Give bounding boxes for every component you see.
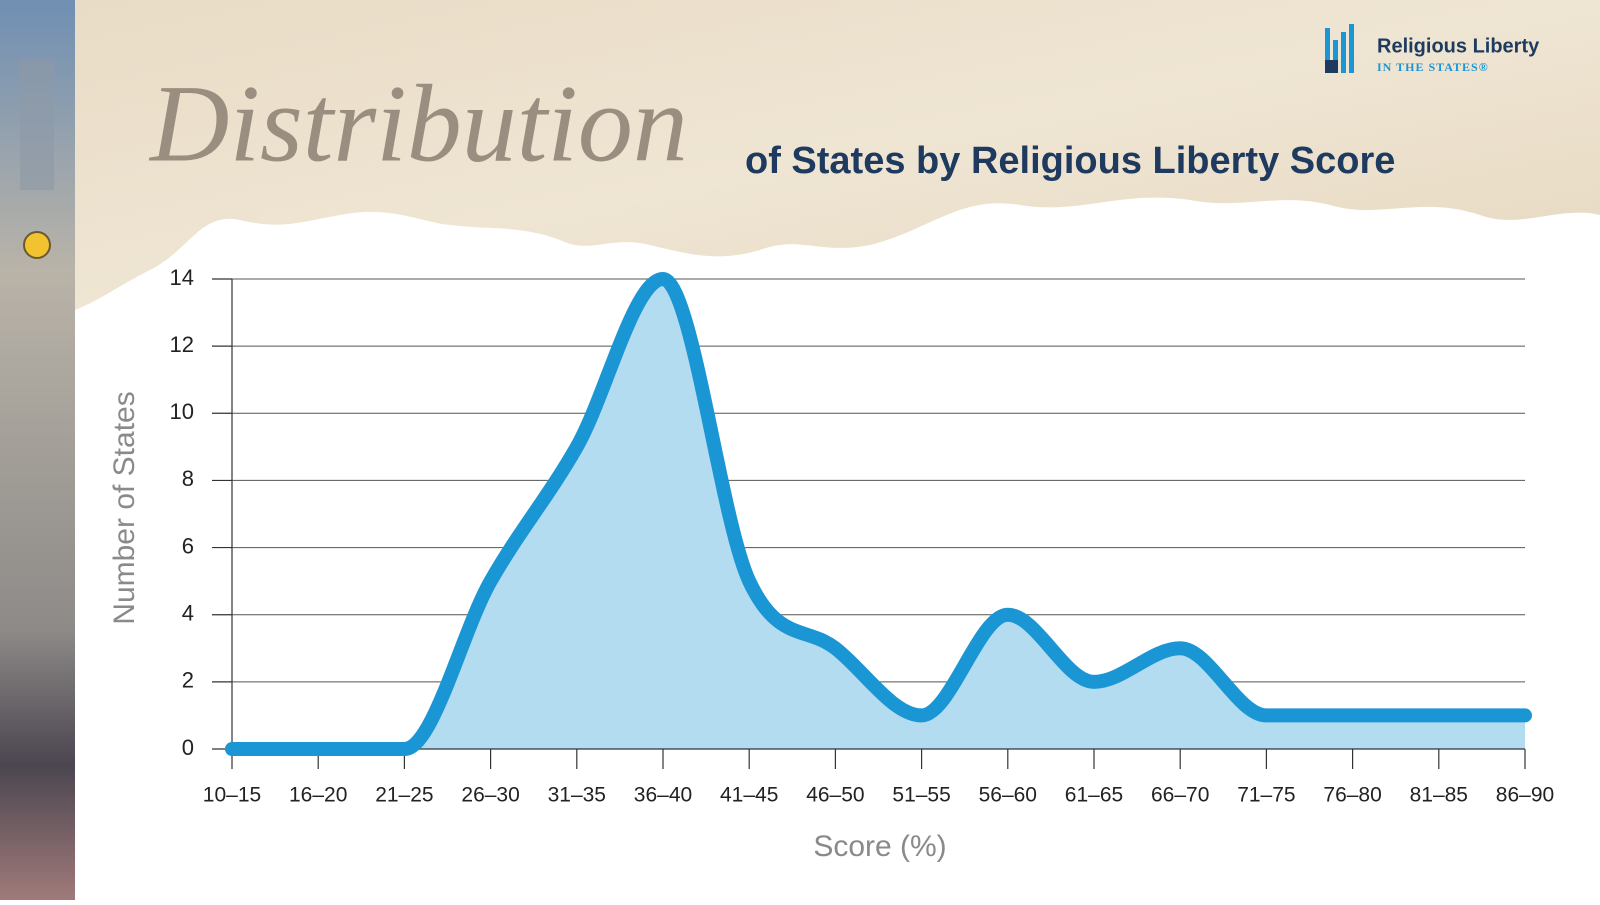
chart-title: Distribution bbox=[148, 62, 688, 184]
y-tick-label: 12 bbox=[170, 332, 194, 357]
x-tick-label: 66–70 bbox=[1151, 784, 1209, 807]
x-tick-label: 86–90 bbox=[1496, 784, 1554, 807]
y-tick-label: 4 bbox=[182, 601, 194, 626]
x-tick-label: 81–85 bbox=[1410, 784, 1468, 807]
logo: Religious Liberty IN THE STATES® bbox=[1325, 24, 1540, 74]
x-tick-label: 76–80 bbox=[1323, 784, 1381, 807]
logo-square bbox=[1325, 60, 1338, 73]
logo-tagline: IN THE STATES® bbox=[1377, 60, 1489, 74]
x-tick-label: 31–35 bbox=[548, 784, 606, 807]
x-tick-label: 36–40 bbox=[634, 784, 692, 807]
x-tick-label: 56–60 bbox=[979, 784, 1037, 807]
logo-name: Religious Liberty bbox=[1377, 35, 1540, 57]
y-tick-label: 14 bbox=[170, 265, 194, 290]
y-tick-label: 0 bbox=[182, 735, 194, 760]
area-fill bbox=[232, 279, 1525, 749]
x-tick-label: 41–45 bbox=[720, 784, 778, 807]
logo-bar bbox=[1333, 40, 1338, 73]
y-tick-label: 8 bbox=[182, 466, 194, 491]
logo-bar bbox=[1349, 24, 1354, 73]
logo-bar bbox=[1325, 28, 1330, 73]
x-tick-label: 16–20 bbox=[289, 784, 347, 807]
paper-header bbox=[75, 0, 1600, 310]
x-tick-label: 51–55 bbox=[892, 784, 950, 807]
area-line bbox=[225, 272, 1532, 757]
y-tick-label: 2 bbox=[182, 668, 194, 693]
x-tick-label: 61–65 bbox=[1065, 784, 1123, 807]
tower bbox=[20, 60, 54, 190]
chart-subtitle: of States by Religious Liberty Score bbox=[745, 140, 1395, 182]
x-tick-label: 21–25 bbox=[375, 784, 433, 807]
y-axis-label: Number of States bbox=[108, 391, 141, 624]
logo-bar bbox=[1341, 32, 1346, 73]
x-tick-label: 26–30 bbox=[461, 784, 519, 807]
x-tick-label: 46–50 bbox=[806, 784, 864, 807]
clock bbox=[23, 231, 51, 259]
y-tick-label: 6 bbox=[182, 533, 194, 558]
y-tick-label: 10 bbox=[170, 399, 194, 424]
x-axis-label: Score (%) bbox=[813, 830, 946, 863]
x-tick-label: 10–15 bbox=[203, 784, 261, 807]
x-tick-label: 71–75 bbox=[1237, 784, 1295, 807]
